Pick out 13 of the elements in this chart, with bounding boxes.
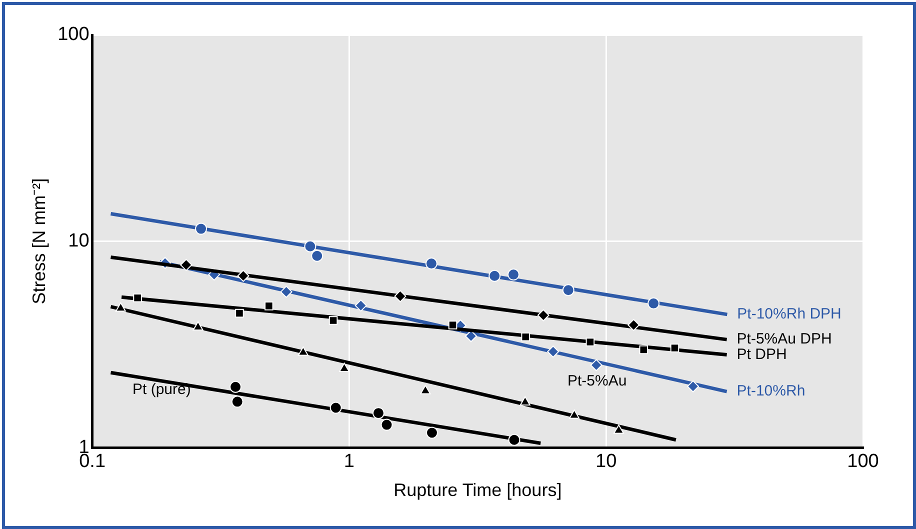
annotation: Pt-5%Au — [568, 372, 627, 390]
x-tick-label: 10 — [596, 451, 617, 472]
y-tick-label: 100 — [58, 24, 90, 46]
series-label: Pt DPH — [736, 346, 787, 363]
series-label: Pt-10%Rh — [736, 382, 806, 400]
y-tick-label: 10 — [68, 230, 90, 252]
series-label: Pt-5%Au DPH — [736, 330, 832, 348]
x-tick-label: 100 — [847, 451, 879, 472]
series-label: Pt-10%Rh DPH — [737, 306, 842, 323]
y-axis-title: Stress [N mm⁻²] — [28, 178, 49, 304]
x-axis-title: Rupture Time [hours] — [394, 480, 562, 500]
annotation: Pt (pure) — [132, 380, 191, 398]
x-tick-label: 1 — [344, 451, 354, 472]
